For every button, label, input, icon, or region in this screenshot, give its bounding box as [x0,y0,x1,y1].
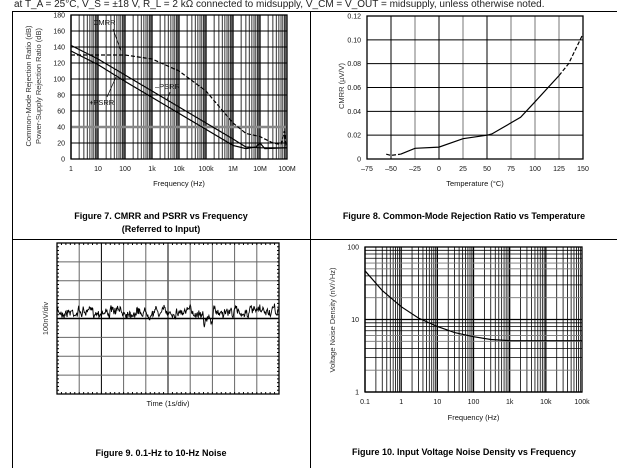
fig8-x-tick-label: –50 [385,166,397,173]
fig9-x-axis-label: Time (1s/div) [146,399,190,408]
fig8-series-low-temp-dashed [386,153,401,157]
fig7-y-tick-label: 60 [57,109,65,116]
table-row-divider [12,239,617,240]
fig10-x-tick-label: 10 [433,399,441,406]
fig8-caption: Figure 8. Common-Mode Rejection Ratio vs… [342,211,586,221]
fig7-y-axis-label: Common-Mode Rejection Ratio (dB) [24,25,33,146]
fig7-cmrr-pointer [112,28,122,52]
fig7-x-tick-label: 1 [69,166,73,173]
fig7-minus-psrr-pointer [166,91,171,101]
fig7-plus-psrr-pointer [106,76,117,98]
fig8-y-tick-label: 0.04 [347,109,361,116]
fig10-x-axis-label: Frequency (Hz) [448,413,500,422]
fig10-x-tick-label: 1 [399,399,403,406]
fig9-y-axis-label: 100nV/div [41,302,50,336]
fig10-caption: Figure 10. Input Voltage Noise Density v… [352,447,576,457]
fig7-x-tick-label: 100 [119,166,131,173]
fig8-plot-frame [366,15,584,160]
fig8-x-tick-label: 150 [577,166,589,173]
fig10-y-tick-label: 1 [355,390,359,397]
fig8-x-tick-label: –25 [409,166,421,173]
fig9-noise-trace [56,303,280,328]
fig8-x-tick-label: –75 [361,166,373,173]
table-top-border [12,11,617,12]
fig7-x-tick-label: 10M [253,166,267,173]
fig8-x-tick-label: 25 [459,166,467,173]
fig8-y-axis-label: CMRR (µV/V) [337,63,346,109]
conditions-note: at T_A = 25°C, V_S = ±18 V, R_L = 2 kΩ c… [14,0,545,10]
fig8-y-tick-label: 0 [357,157,361,164]
fig7-legend-plus-psrr: +PSRR [89,98,115,107]
fig7-x-tick-label: 100k [198,166,214,173]
fig10-x-tick-label: 100 [468,399,480,406]
fig7-legend-minus-psrr: –PSRR [155,82,181,91]
fig7-x-tick-label: 10k [173,166,185,173]
fig7-y-tick-label: 0 [61,157,65,164]
fig7-x-tick-label: 10 [94,166,102,173]
fig7-y-tick-label: 140 [53,45,65,52]
fig7-caption-sub: (Referred to Input) [121,224,201,234]
fig7-y-tick-label: 100 [53,77,65,84]
fig9-caption: Figure 9. 0.1-Hz to 10-Hz Noise [95,448,227,458]
fig10-y-axis-label: Voltage Noise Density (nV/√Hz) [328,267,337,372]
fig7-y-tick-label: 160 [53,29,65,36]
fig8-x-tick-label: 0 [437,166,441,173]
fig7-x-axis-label: Frequency (Hz) [153,179,205,188]
fig7-y-tick-label: 80 [57,93,65,100]
fig10-y-tick-label: 10 [351,317,359,324]
fig8-x-tick-label: 50 [483,166,491,173]
fig7-y-tick-label: 180 [53,13,65,20]
fig9-plot-frame [56,242,280,395]
fig8-x-tick-label: 125 [553,166,565,173]
fig7-plot-frame [70,14,288,160]
fig7-series-CMRR-line [71,54,288,147]
fig7-x-tick-label: 1k [148,166,156,173]
fig7-y-tick-label: 120 [53,61,65,68]
fig8-y-tick-label: 0.02 [347,133,361,140]
fig8-y-tick-label: 0.08 [347,61,361,68]
fig8-series-line [400,75,560,155]
fig7-x-tick-label: 100M [278,166,296,173]
fig7-series-PSRR-line [70,50,288,150]
fig7-x-tick-label: 1M [228,166,238,173]
fig8-y-tick-label: 0.12 [347,14,361,21]
fig8-series-high-temp-dashed [558,33,584,76]
fig10-x-tick-label: 10k [540,399,552,406]
fig10-x-tick-label: 1k [506,399,514,406]
fig8-x-axis-label: Temperature (°C) [446,179,504,188]
fig7-y-tick-label: 20 [57,141,65,148]
fig7-y-axis-label-2: Power-Supply Rejection Ratio (dB) [34,28,43,144]
fig8-x-tick-label: 100 [529,166,541,173]
fig8-y-tick-label: 0.06 [347,85,361,92]
fig7-legend-cmrr: CMRR [93,18,116,27]
fig10-noise-density-line [364,270,582,342]
fig8-y-tick-label: 0.10 [347,37,361,44]
fig10-y-tick-label: 100 [347,245,359,252]
fig7-y-tick-label: 40 [57,125,65,132]
fig7-caption: Figure 7. CMRR and PSRR vs Frequency [74,211,248,221]
fig8-x-tick-label: 75 [507,166,515,173]
fig10-x-tick-label: 100k [574,399,590,406]
fig10-plot-frame [364,246,583,393]
fig10-x-tick-label: 0.1 [360,399,370,406]
